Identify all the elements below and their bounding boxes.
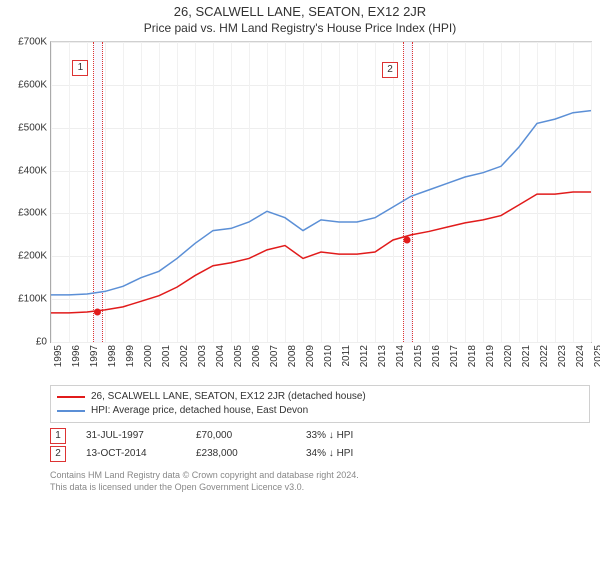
y-tick-label: £700K xyxy=(18,37,51,48)
x-tick-label: 2005 xyxy=(233,345,244,367)
x-axis-ticks: 1995 1996 1997 1998 1999 2000 2001 2002 2003 2004… xyxy=(50,343,590,379)
x-tick-label: 2002 xyxy=(179,345,190,367)
chart-title: 26, SCALWELL LANE, SEATON, EX12 2JR xyxy=(0,4,600,19)
x-tick-label: 2021 xyxy=(521,345,532,367)
chart-plot-area: £0£100K£200K£300K£400K£500K£600K£700K12 xyxy=(50,41,592,343)
event-delta: 34% ↓ HPI xyxy=(306,445,396,463)
legend-row: HPI: Average price, detached house, East… xyxy=(57,404,583,418)
x-tick-label: 2024 xyxy=(575,345,586,367)
y-tick-label: £400K xyxy=(18,165,51,176)
x-tick-label: 2011 xyxy=(341,345,352,367)
x-tick-label: 2008 xyxy=(287,345,298,367)
x-tick-label: 2007 xyxy=(269,345,280,367)
event-row: 1 31-JUL-1997 £70,000 33% ↓ HPI xyxy=(50,427,590,445)
event-number: 1 xyxy=(50,428,66,444)
footer-line: This data is licensed under the Open Gov… xyxy=(50,481,590,493)
legend-swatch xyxy=(57,396,85,398)
y-tick-label: £200K xyxy=(18,251,51,262)
event-row: 2 13-OCT-2014 £238,000 34% ↓ HPI xyxy=(50,445,590,463)
x-tick-label: 2014 xyxy=(395,345,406,367)
sale-dot xyxy=(404,237,411,244)
x-tick-label: 2019 xyxy=(485,345,496,367)
x-tick-label: 2006 xyxy=(251,345,262,367)
x-tick-label: 2010 xyxy=(323,345,334,367)
x-tick-label: 2015 xyxy=(413,345,424,367)
event-date: 31-JUL-1997 xyxy=(86,427,176,445)
x-tick-label: 2003 xyxy=(197,345,208,367)
x-tick-label: 1999 xyxy=(125,345,136,367)
x-tick-label: 2023 xyxy=(557,345,568,367)
x-tick-label: 2012 xyxy=(359,345,370,367)
series-property xyxy=(51,192,591,313)
x-tick-label: 2022 xyxy=(539,345,550,367)
x-tick-label: 2001 xyxy=(161,345,172,367)
legend-row: 26, SCALWELL LANE, SEATON, EX12 2JR (det… xyxy=(57,390,583,404)
event-delta: 33% ↓ HPI xyxy=(306,427,396,445)
y-tick-label: £100K xyxy=(18,294,51,305)
series-hpi xyxy=(51,111,591,295)
sale-marker-box: 1 xyxy=(72,60,88,76)
y-tick-label: £600K xyxy=(18,79,51,90)
x-tick-label: 2025 xyxy=(593,345,600,367)
event-price: £70,000 xyxy=(196,427,286,445)
sale-marker-box: 2 xyxy=(382,62,398,78)
x-tick-label: 2004 xyxy=(215,345,226,367)
event-date: 13-OCT-2014 xyxy=(86,445,176,463)
legend-swatch xyxy=(57,410,85,412)
y-tick-label: £500K xyxy=(18,122,51,133)
x-tick-label: 2009 xyxy=(305,345,316,367)
footer-line: Contains HM Land Registry data © Crown c… xyxy=(50,469,590,481)
x-tick-label: 2016 xyxy=(431,345,442,367)
attribution-footer: Contains HM Land Registry data © Crown c… xyxy=(50,469,590,493)
y-tick-label: £0 xyxy=(36,337,51,348)
event-number: 2 xyxy=(50,446,66,462)
sale-dot xyxy=(94,309,101,316)
legend-label: HPI: Average price, detached house, East… xyxy=(91,404,308,418)
x-tick-label: 1998 xyxy=(107,345,118,367)
sale-events-table: 1 31-JUL-1997 £70,000 33% ↓ HPI 2 13-OCT-2014… xyxy=(50,427,590,463)
x-tick-label: 2013 xyxy=(377,345,388,367)
legend: 26, SCALWELL LANE, SEATON, EX12 2JR (det… xyxy=(50,385,590,423)
event-price: £238,000 xyxy=(196,445,286,463)
chart-subtitle: Price paid vs. HM Land Registry's House … xyxy=(0,21,600,35)
x-tick-label: 2000 xyxy=(143,345,154,367)
x-tick-label: 2017 xyxy=(449,345,460,367)
legend-label: 26, SCALWELL LANE, SEATON, EX12 2JR (det… xyxy=(91,390,366,404)
x-tick-label: 1997 xyxy=(89,345,100,367)
x-tick-label: 1996 xyxy=(71,345,82,367)
x-tick-label: 2020 xyxy=(503,345,514,367)
x-tick-label: 2018 xyxy=(467,345,478,367)
x-tick-label: 1995 xyxy=(53,345,64,367)
y-tick-label: £300K xyxy=(18,208,51,219)
